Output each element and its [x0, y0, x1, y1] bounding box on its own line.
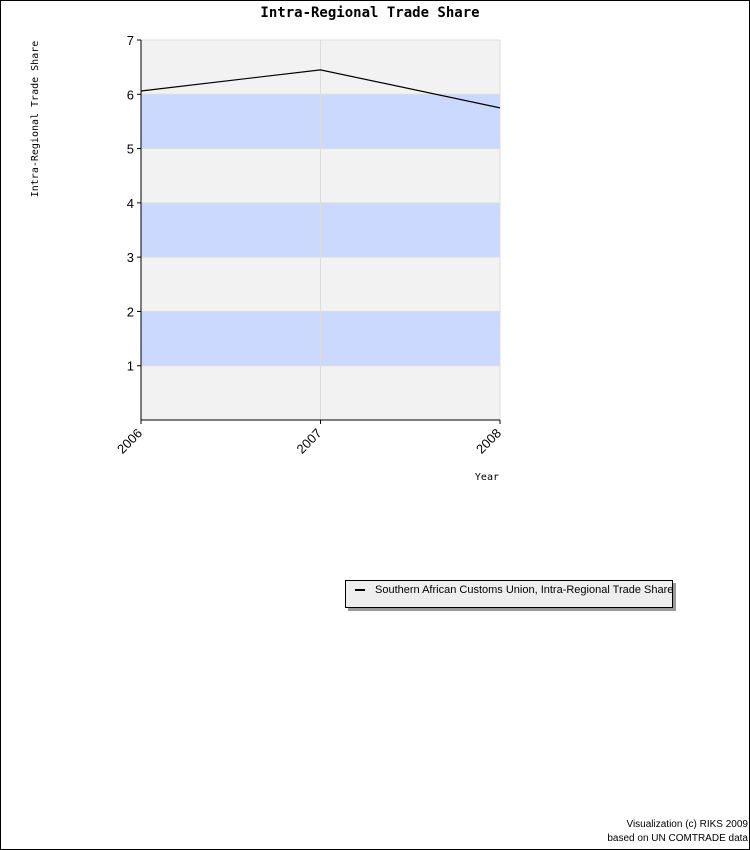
chart-title: Intra-Regional Trade Share [260, 5, 479, 21]
y-tick-label-7: 7 [127, 33, 134, 48]
credits: Visualization (c) RIKS 2009 based on UN … [607, 818, 748, 846]
x-tick-label-2007: 2007 [294, 426, 325, 457]
credit-line-2: based on UN COMTRADE data [607, 833, 748, 844]
y-tick-label-5: 5 [127, 142, 134, 157]
credit-line-1: Visualization (c) RIKS 2009 [626, 819, 748, 830]
x-tick-label-2006: 2006 [114, 426, 145, 457]
y-axis-label: Intra-Regional Trade Share [30, 41, 41, 198]
legend-label-saccu: Southern African Customs Union, Intra-Re… [375, 584, 674, 596]
y-tick-label-4: 4 [127, 196, 134, 211]
y-tick-label-6: 6 [127, 87, 134, 102]
series-line-0 [140, 69, 501, 109]
y-tick-label-1: 1 [127, 359, 134, 374]
x-axis-label: Year [475, 472, 499, 483]
legend-swatch-saccu [355, 589, 365, 591]
x-tick-label-2008: 2008 [473, 426, 504, 457]
chart-legend: Southern African Customs Union, Intra-Re… [345, 580, 673, 608]
y-tick-label-2: 2 [127, 304, 134, 319]
y-tick-label-3: 3 [127, 250, 134, 265]
